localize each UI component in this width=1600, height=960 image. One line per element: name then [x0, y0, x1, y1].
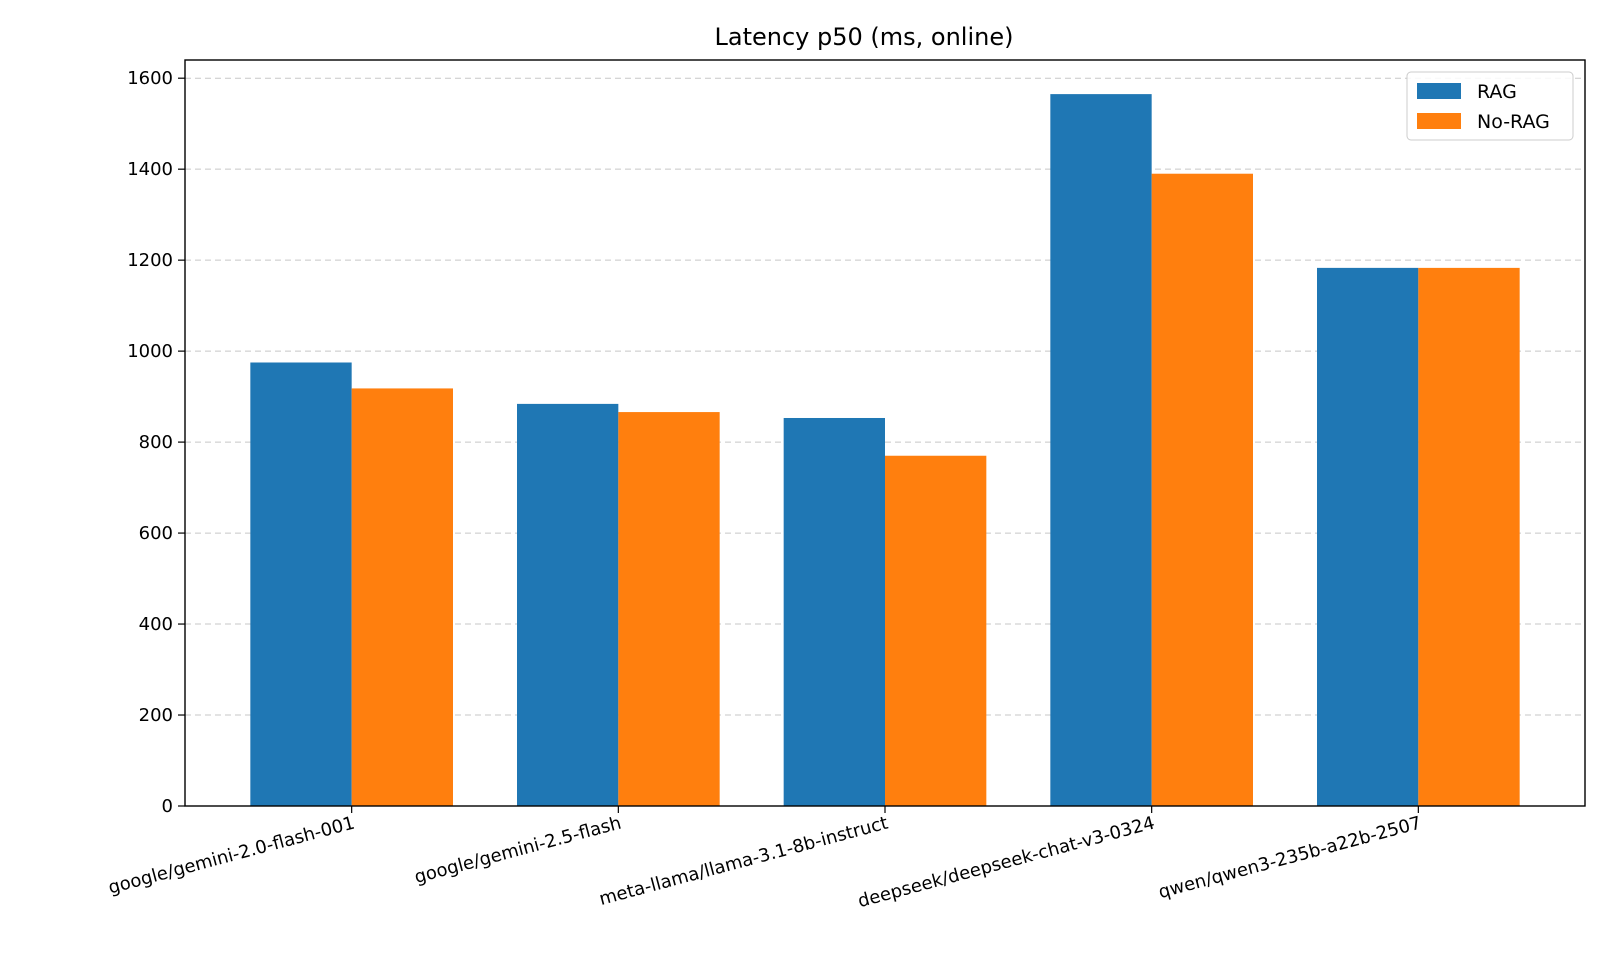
legend-label-rag: RAG	[1477, 81, 1517, 103]
bar-no-rag-google-gemini-2-5-flash	[618, 412, 720, 806]
bar-no-rag-meta-llama-llama-3-1-8b-instruct	[885, 455, 987, 806]
x-tick-label: deepseek/deepseek-chat-v3-0324	[856, 813, 1157, 913]
x-tick-label: google/gemini-2.0-flash-001	[106, 813, 357, 899]
y-tick-label: 600	[139, 523, 173, 544]
bar-rag-google-gemini-2-0-flash-001	[250, 362, 352, 806]
bar-rag-meta-llama-llama-3-1-8b-instruct	[783, 417, 885, 806]
y-axis: 0 200 400 600 800 1000 1200 1400 1600	[127, 68, 185, 817]
x-tick-label: meta-llama/llama-3.1-8b-instruct	[597, 813, 890, 910]
bar-rag-qwen-qwen3-235b-a22b-2507	[1317, 267, 1419, 806]
bar-no-rag-qwen-qwen3-235b-a22b-2507	[1418, 267, 1520, 806]
y-tick-label: 800	[139, 432, 173, 453]
legend-swatch-no-rag	[1417, 113, 1461, 129]
y-tick-label: 1200	[127, 250, 173, 271]
bars	[250, 94, 1520, 807]
bar-rag-deepseek-deepseek-chat-v3-0324	[1050, 94, 1152, 807]
x-axis: google/gemini-2.0-flash-001 google/gemini…	[106, 806, 1424, 912]
y-tick-label: 400	[139, 614, 173, 635]
legend-label-no-rag: No-RAG	[1477, 111, 1550, 133]
legend-swatch-rag	[1417, 83, 1461, 99]
x-tick-label: qwen/qwen3-235b-a22b-2507	[1156, 813, 1423, 903]
y-tick-label: 1000	[127, 341, 173, 362]
legend: RAG No-RAG	[1406, 71, 1574, 141]
x-tick-label: google/gemini-2.5-flash	[412, 813, 623, 888]
bar-no-rag-google-gemini-2-0-flash-001	[351, 388, 453, 806]
bar-rag-google-gemini-2-5-flash	[517, 403, 619, 806]
bar-no-rag-deepseek-deepseek-chat-v3-0324	[1151, 173, 1253, 807]
chart-title: Latency p50 (ms, online)	[715, 23, 1014, 51]
y-tick-label: 1600	[127, 68, 173, 89]
y-tick-label: 1400	[127, 159, 173, 180]
y-tick-label: 200	[139, 705, 173, 726]
y-tick-label: 0	[162, 796, 173, 817]
